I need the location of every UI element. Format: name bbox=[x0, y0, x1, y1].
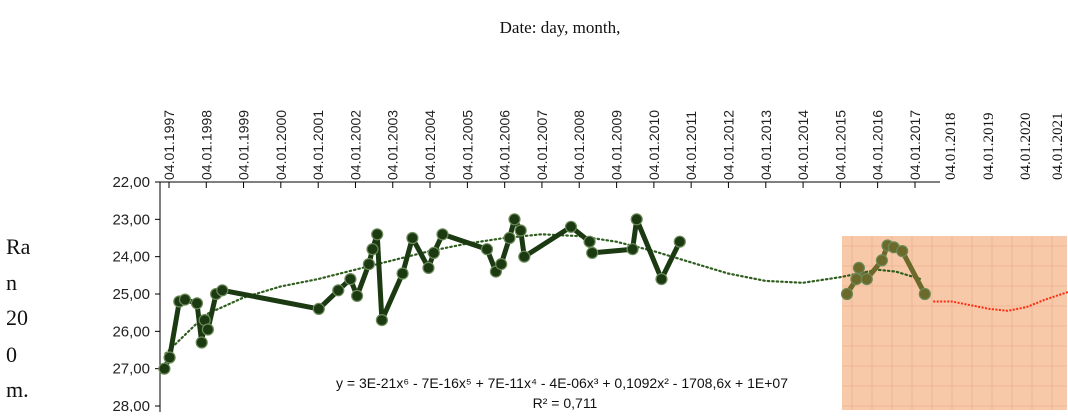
data-point bbox=[351, 289, 364, 302]
data-point bbox=[850, 273, 863, 286]
data-point bbox=[371, 228, 384, 241]
inset-grid bbox=[842, 236, 1067, 410]
x-tick-label: 04.01.2016 bbox=[870, 110, 886, 180]
data-point bbox=[840, 287, 854, 301]
data-point bbox=[178, 293, 192, 306]
data-point bbox=[495, 258, 508, 271]
x-tick-label: 04.01.2003 bbox=[385, 110, 401, 180]
data-point bbox=[312, 302, 325, 315]
series-0 bbox=[158, 213, 686, 375]
data-point bbox=[626, 243, 639, 256]
data-point bbox=[375, 314, 388, 327]
x-tick-label: 04.01.2005 bbox=[459, 110, 475, 180]
x-tick-label: 04.01.2012 bbox=[720, 110, 736, 180]
x-tick-label-extra: 04.01.2021 bbox=[1050, 113, 1066, 181]
x-tick-label: 04.01.2011 bbox=[683, 111, 699, 180]
data-point bbox=[422, 261, 435, 274]
trend-equation: y = 3E-21x⁶ - 7E-16x⁵ + 7E-11x⁴ - 4E-06x… bbox=[336, 375, 788, 391]
x-tick-label: 04.01.1998 bbox=[198, 110, 214, 180]
data-point bbox=[875, 254, 889, 267]
data-point bbox=[163, 351, 176, 364]
series-line bbox=[162, 216, 683, 370]
y-axis-label-line: 20 bbox=[6, 305, 28, 330]
x-tick-label-extra: 04.01.2018 bbox=[943, 113, 959, 181]
data-point bbox=[216, 284, 229, 297]
x-tick-label: 04.01.2015 bbox=[832, 110, 848, 180]
x-tick-label: 04.01.1999 bbox=[236, 110, 252, 180]
data-point bbox=[852, 261, 866, 274]
x-tick-label: 04.01.2000 bbox=[273, 110, 289, 180]
series-2 bbox=[933, 290, 1068, 312]
chart-title: Date: day, month, bbox=[500, 18, 621, 37]
data-point bbox=[503, 231, 516, 245]
y-ticks: 22,00 23,00 24,00 25,00 26,00 27,00 28,00 bbox=[112, 174, 160, 415]
data-point bbox=[362, 258, 375, 271]
data-point bbox=[332, 284, 345, 297]
y-axis-label-line: 0 bbox=[6, 342, 17, 367]
data-point bbox=[564, 220, 578, 233]
data-point bbox=[158, 362, 171, 375]
x-tick-label: 04.01.2001 bbox=[310, 110, 326, 180]
y-axis-label-line: Ra bbox=[6, 234, 31, 259]
data-point bbox=[436, 228, 449, 241]
x-tick-label: 04.01.2010 bbox=[646, 110, 662, 180]
data-point bbox=[918, 287, 931, 301]
data-point bbox=[518, 250, 531, 263]
data-point bbox=[396, 267, 409, 280]
y-axis-label-line: n bbox=[6, 270, 17, 295]
x-tick-label: 04.01.2017 bbox=[907, 110, 923, 180]
data-point bbox=[896, 245, 909, 258]
data-point bbox=[514, 224, 527, 237]
x-tick-label: 04.01.2008 bbox=[571, 110, 587, 180]
data-point bbox=[583, 235, 596, 248]
x-tick-label: 04.01.2007 bbox=[534, 110, 550, 180]
x-tick-label: 04.01.1997 bbox=[161, 110, 177, 180]
y-tick-label: 26,00 bbox=[112, 323, 150, 340]
y-tick-label: 22,00 bbox=[112, 174, 150, 191]
x-tick-label: 04.01.2009 bbox=[609, 110, 625, 180]
x-ticks: 04.01.1997 04.01.1998 04.01.1999 04.01.2000… bbox=[161, 110, 1066, 188]
y-tick-label: 25,00 bbox=[112, 286, 150, 303]
data-point bbox=[427, 246, 440, 259]
data-point bbox=[673, 235, 686, 248]
y-tick-label: 27,00 bbox=[112, 361, 150, 378]
y-axis-label: Ra n 20 0 m. bbox=[6, 234, 31, 402]
series-1 bbox=[840, 239, 931, 301]
x-tick-label-extra: 04.01.2020 bbox=[1018, 113, 1034, 181]
x-tick-label: 04.01.2013 bbox=[758, 110, 774, 180]
data-point bbox=[366, 243, 379, 256]
data-point bbox=[630, 213, 643, 226]
data-point bbox=[406, 231, 419, 245]
series-group bbox=[158, 213, 1068, 375]
axes bbox=[159, 181, 940, 412]
data-point bbox=[480, 243, 494, 256]
data-point bbox=[201, 323, 214, 336]
data-point bbox=[860, 273, 873, 286]
x-tick-label: 04.01.2004 bbox=[422, 110, 438, 180]
trendline bbox=[164, 233, 922, 355]
x-tick-label: 04.01.2006 bbox=[497, 110, 513, 180]
data-point bbox=[190, 297, 204, 310]
trendline-path bbox=[164, 233, 922, 355]
y-tick-label: 24,00 bbox=[112, 249, 150, 266]
inset-image bbox=[842, 236, 1067, 410]
y-tick-label: 28,00 bbox=[112, 398, 150, 412]
data-point bbox=[586, 246, 599, 259]
data-point bbox=[508, 213, 521, 226]
x-tick-label-extra: 04.01.2019 bbox=[981, 113, 997, 181]
inset-background bbox=[842, 236, 1067, 410]
data-point bbox=[344, 273, 357, 286]
x-tick-label: 04.01.2014 bbox=[795, 110, 811, 180]
r-squared: R² = 0,711 bbox=[533, 395, 598, 411]
y-tick-label: 23,00 bbox=[112, 211, 150, 228]
series-line bbox=[933, 290, 1068, 312]
x-tick-label: 04.01.2002 bbox=[347, 110, 363, 180]
y-axis-label-line: m. bbox=[6, 377, 29, 402]
data-point bbox=[195, 336, 208, 349]
data-point bbox=[655, 273, 668, 286]
